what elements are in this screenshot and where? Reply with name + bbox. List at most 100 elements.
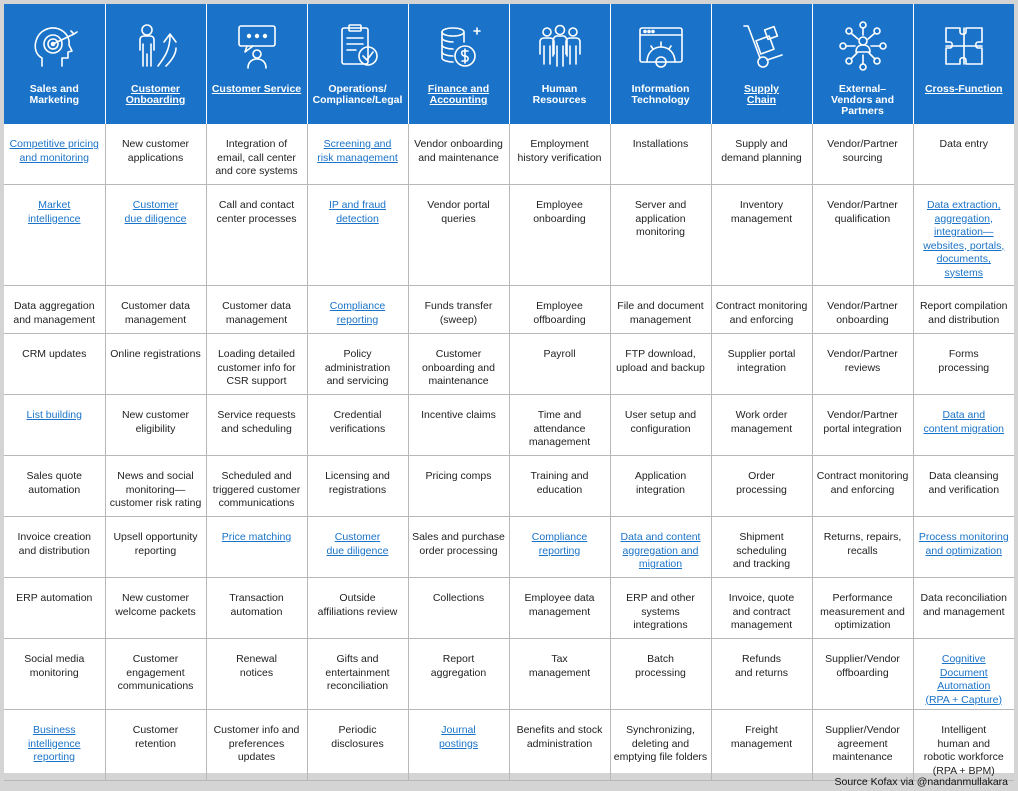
table-cell: Data cleansing and verification	[913, 455, 1014, 517]
table-cell: Pricing comps	[408, 455, 510, 517]
table-cell-link[interactable]: Compliance reporting	[307, 285, 409, 334]
table-cell-link[interactable]: Process monitoring and optimization	[913, 516, 1014, 578]
table-row: List building New customer eligibility Ser…	[4, 394, 1014, 456]
table-cell: Shipment scheduling and tracking	[711, 516, 813, 578]
table-cell: Forms processing	[913, 333, 1014, 395]
table-cell: Freight management	[711, 709, 813, 781]
table-cell-link[interactable]: Business intelligence reporting	[4, 709, 106, 781]
table-cell-link[interactable]: Price matching	[206, 516, 308, 578]
table-cell-link[interactable]: Competitive pricing and monitoring	[4, 124, 106, 185]
table-cell-link[interactable]: Compliance reporting	[509, 516, 611, 578]
table-cell: Outside affiliations review	[307, 577, 409, 639]
source-credit: Source Kofax via @nandanmullakara	[834, 776, 1008, 788]
table-cell: Contract monitoring and enforcing	[711, 285, 813, 334]
column-header-operations-compliance-legal: Operations/ Compliance/Legal	[307, 4, 409, 124]
table-cell: Gifts and entertainment reconciliation	[307, 638, 409, 710]
table-cell: Employee offboarding	[509, 285, 611, 334]
table-cell-link[interactable]: Customer due diligence	[307, 516, 409, 578]
column-header-external-vendors-and-partners: External– Vendors and Partners	[812, 4, 914, 124]
column-header-label[interactable]: Customer Service	[211, 83, 302, 95]
column-header-label[interactable]: Finance and Accounting	[427, 83, 490, 106]
table-cell: Periodic disclosures	[307, 709, 409, 781]
table-cell: Returns, repairs, recalls	[812, 516, 914, 578]
table-cell: Employee onboarding	[509, 184, 611, 286]
table-cell-link[interactable]: Data and content migration	[913, 394, 1014, 456]
table-cell: News and social monitoring— customer ris…	[105, 455, 207, 517]
table-cell: Incentive claims	[408, 394, 510, 456]
column-header-customer-onboarding[interactable]: Customer Onboarding	[105, 4, 207, 124]
table-cell-link[interactable]: Data extraction, aggregation, integratio…	[913, 184, 1014, 286]
table-cell: Sales and purchase order processing	[408, 516, 510, 578]
table-row: ERP automation New customer welcome packe…	[4, 577, 1014, 639]
table-cell: Customer onboarding and maintenance	[408, 333, 510, 395]
table-cell-link[interactable]: Market intelligence	[4, 184, 106, 286]
table-cell: Employee data management	[509, 577, 611, 639]
table-cell: Customer retention	[105, 709, 207, 781]
browser-gear-icon	[611, 20, 711, 72]
table-cell: Contract monitoring and enforcing	[812, 455, 914, 517]
table-cell: Vendor/Partner qualification	[812, 184, 914, 286]
table-row: Market intelligence Customer due diligenc…	[4, 184, 1014, 286]
column-header-customer-service[interactable]: Customer Service	[206, 4, 308, 124]
header-row: Sales and Marketing Customer Onboarding …	[4, 4, 1014, 124]
table-cell: Integration of email, call center and co…	[206, 124, 308, 185]
column-header-supply-chain[interactable]: Supply Chain	[711, 4, 813, 124]
table-cell: New customer eligibility	[105, 394, 207, 456]
column-header-label[interactable]: Customer Onboarding	[125, 83, 186, 106]
table-cell: Vendor portal queries	[408, 184, 510, 286]
table-cell-link[interactable]: Screening and risk management	[307, 124, 409, 185]
table-cell-link[interactable]: IP and fraud detection	[307, 184, 409, 286]
table-cell: Performance measurement and optimization	[812, 577, 914, 639]
table-cell-link[interactable]: Journal postings	[408, 709, 510, 781]
person-growth-icon	[106, 20, 206, 72]
table-cell: Data aggregation and management	[4, 285, 106, 334]
table-cell: Licensing and registrations	[307, 455, 409, 517]
column-header-human-resources: Human Resources	[509, 4, 611, 124]
table-cell-link[interactable]: Customer due diligence	[105, 184, 207, 286]
people-group-icon	[510, 20, 610, 72]
table-cell: Inventory management	[711, 184, 813, 286]
table-cell: Collections	[408, 577, 510, 639]
table-row: CRM updates Online registrations Loading d…	[4, 333, 1014, 395]
table-row: Social media monitoring Customer engageme…	[4, 638, 1014, 710]
table-cell: Supplier portal integration	[711, 333, 813, 395]
table-row: Business intelligence reporting Customer …	[4, 709, 1014, 781]
table-cell: Vendor onboarding and maintenance	[408, 124, 510, 185]
column-header-information-technology: Information Technology	[610, 4, 712, 124]
coins-dollar-icon	[409, 20, 509, 72]
table-cell: Customer engagement communications	[105, 638, 207, 710]
table-cell: Invoice creation and distribution	[4, 516, 106, 578]
table-cell: Supplier/Vendor offboarding	[812, 638, 914, 710]
table-cell-link[interactable]: Cognitive Document Automation (RPA + Cap…	[913, 638, 1014, 710]
table-cell: Loading detailed customer info for CSR s…	[206, 333, 308, 395]
table-cell: Data reconciliation and management	[913, 577, 1014, 639]
table-cell: Call and contact center processes	[206, 184, 308, 286]
table-cell-link[interactable]: List building	[4, 394, 106, 456]
table-cell-link[interactable]: Data and content aggregation and migrati…	[610, 516, 712, 578]
table-cell: Work order management	[711, 394, 813, 456]
column-header-sales-and-marketing: Sales and Marketing	[4, 4, 106, 124]
compliance-clipboard-icon	[308, 20, 408, 72]
column-header-finance-and-accounting[interactable]: Finance and Accounting	[408, 4, 510, 124]
table-cell: Invoice, quote and contract management	[711, 577, 813, 639]
table-cell: Supplier/Vendor agreement maintenance	[812, 709, 914, 781]
table-cell: Data entry	[913, 124, 1014, 185]
table-cell: Application integration	[610, 455, 712, 517]
table-cell: Online registrations	[105, 333, 207, 395]
target-head-icon	[4, 20, 105, 72]
table-row: Invoice creation and distribution Upsell …	[4, 516, 1014, 578]
rpa-use-case-table-frame: Sales and Marketing Customer Onboarding …	[4, 4, 1014, 781]
table-cell: Batch processing	[610, 638, 712, 710]
table-cell: Report aggregation	[408, 638, 510, 710]
table-cell: ERP automation	[4, 577, 106, 639]
table-cell: Server and application monitoring	[610, 184, 712, 286]
hand-truck-icon	[712, 20, 812, 72]
table-cell: New customer applications	[105, 124, 207, 185]
table-cell: Vendor/Partner portal integration	[812, 394, 914, 456]
column-header-label[interactable]: Supply Chain	[743, 83, 779, 106]
column-header-cross-function[interactable]: Cross-Function	[913, 4, 1014, 124]
table-cell: Intelligent human and robotic workforce …	[913, 709, 1014, 781]
table-cell: ERP and other systems integrations	[610, 577, 712, 639]
table-cell: New customer welcome packets	[105, 577, 207, 639]
column-header-label[interactable]: Cross-Function	[924, 83, 1003, 95]
